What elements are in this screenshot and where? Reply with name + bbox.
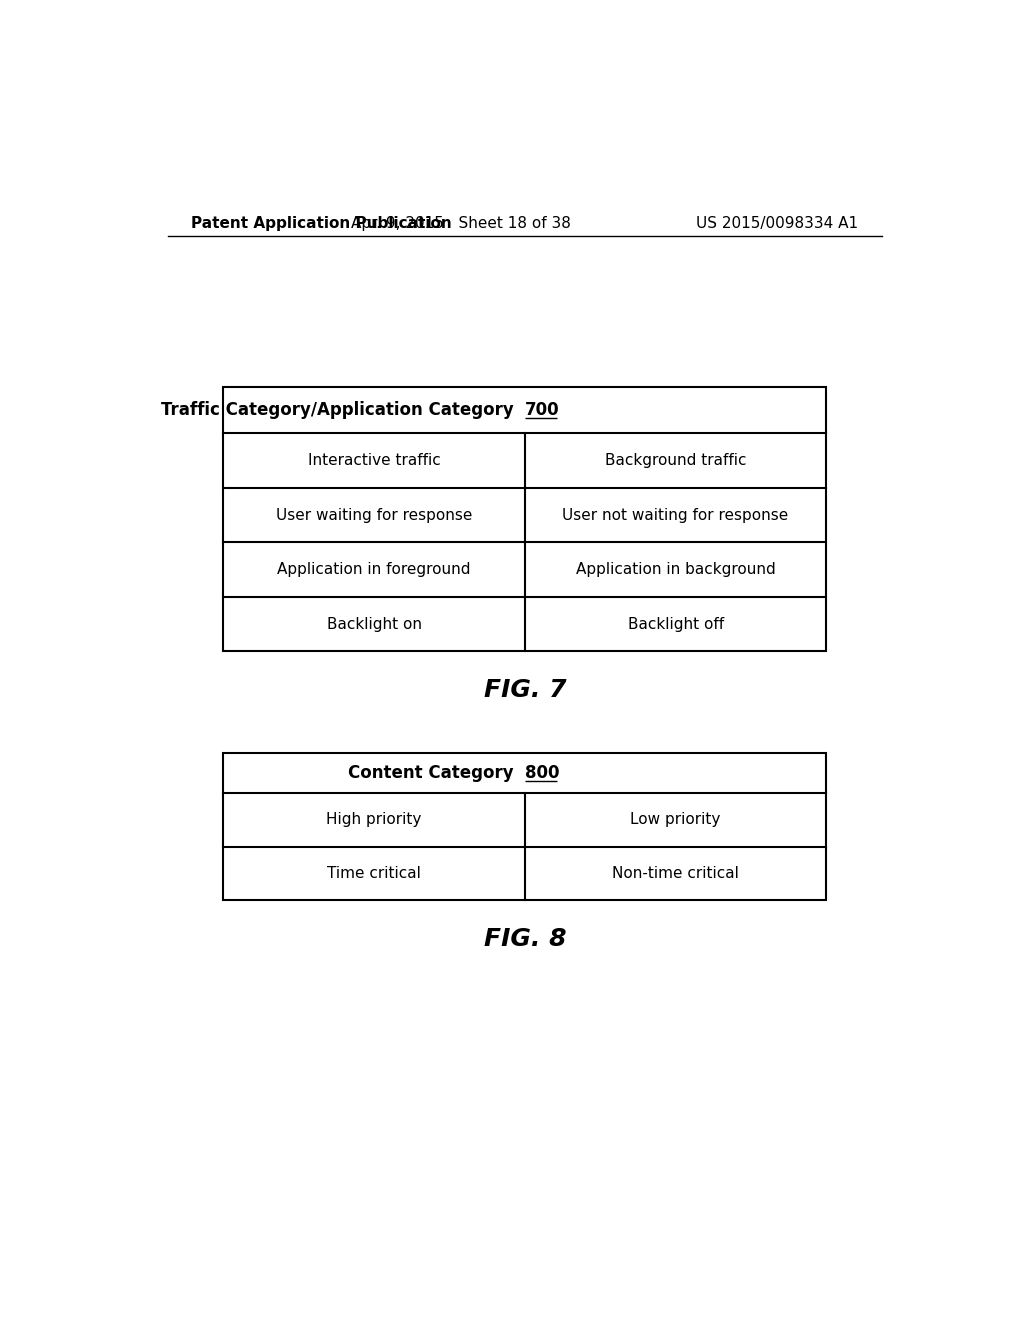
Text: Application in background: Application in background: [575, 562, 775, 577]
Text: Patent Application Publication: Patent Application Publication: [191, 216, 453, 231]
Text: 700: 700: [524, 401, 559, 420]
Text: Time critical: Time critical: [327, 866, 421, 880]
Text: Traffic Category/Application Category: Traffic Category/Application Category: [161, 401, 524, 420]
Bar: [223, 752, 826, 900]
Text: 800: 800: [524, 764, 559, 781]
Text: Application in foreground: Application in foreground: [278, 562, 471, 577]
Text: Interactive traffic: Interactive traffic: [307, 453, 440, 469]
Text: Non-time critical: Non-time critical: [612, 866, 739, 880]
Text: Apr. 9, 2015   Sheet 18 of 38: Apr. 9, 2015 Sheet 18 of 38: [351, 216, 571, 231]
Bar: [223, 387, 826, 651]
Text: Low priority: Low priority: [631, 812, 721, 828]
Text: Background traffic: Background traffic: [605, 453, 746, 469]
Text: US 2015/0098334 A1: US 2015/0098334 A1: [696, 216, 858, 231]
Text: High priority: High priority: [327, 812, 422, 828]
Text: Content Category: Content Category: [348, 764, 524, 781]
Text: User not waiting for response: User not waiting for response: [562, 508, 788, 523]
Text: FIG. 8: FIG. 8: [483, 927, 566, 950]
Text: Backlight off: Backlight off: [628, 616, 724, 631]
Text: Backlight on: Backlight on: [327, 616, 422, 631]
Text: User waiting for response: User waiting for response: [275, 508, 472, 523]
Text: FIG. 7: FIG. 7: [483, 678, 566, 702]
